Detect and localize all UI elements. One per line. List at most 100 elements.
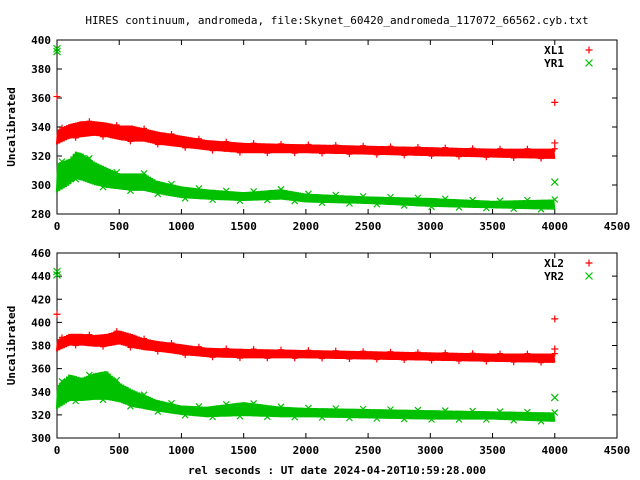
data-point bbox=[346, 151, 353, 158]
y-tick-label: 380 bbox=[31, 340, 51, 353]
series-band-xl2 bbox=[55, 330, 556, 363]
series-xl2 bbox=[53, 310, 559, 366]
data-point bbox=[455, 153, 462, 160]
data-point bbox=[72, 397, 80, 405]
x-tick-label: 3000 bbox=[417, 444, 444, 457]
data-point bbox=[332, 191, 340, 199]
data-point bbox=[236, 355, 243, 362]
y-tick-label: 420 bbox=[31, 293, 51, 306]
data-point bbox=[113, 376, 121, 384]
data-point bbox=[72, 175, 80, 183]
data-point bbox=[359, 405, 367, 413]
data-point bbox=[304, 190, 312, 198]
data-point bbox=[209, 147, 216, 154]
data-point bbox=[126, 187, 134, 195]
data-point bbox=[373, 356, 380, 363]
data-point bbox=[414, 349, 421, 356]
outlier-point bbox=[550, 393, 559, 402]
data-point bbox=[551, 145, 558, 152]
outlier-point bbox=[53, 44, 61, 53]
data-point bbox=[168, 180, 175, 188]
data-point bbox=[538, 359, 545, 366]
y-axis-label: Uncalibrated bbox=[5, 306, 18, 385]
data-point bbox=[168, 130, 175, 137]
data-point bbox=[482, 416, 490, 423]
data-point bbox=[441, 195, 449, 203]
data-point bbox=[400, 202, 408, 209]
data-point bbox=[140, 391, 148, 399]
y-tick-label: 400 bbox=[31, 316, 51, 329]
data-point bbox=[181, 411, 189, 419]
data-point bbox=[360, 348, 367, 355]
y-tick-label: 320 bbox=[31, 409, 51, 422]
data-point bbox=[154, 408, 162, 416]
data-point bbox=[524, 350, 531, 357]
data-point bbox=[72, 134, 79, 141]
data-point bbox=[373, 415, 381, 422]
top-panel: 0 500 1000 1500 2000 2500 3000 3500 4000 4500 280 3… bbox=[5, 34, 630, 233]
data-point bbox=[263, 413, 271, 421]
y-tick-label: 320 bbox=[31, 150, 51, 163]
series-yr2 bbox=[53, 267, 559, 425]
data-point bbox=[496, 197, 504, 205]
data-point bbox=[250, 346, 257, 353]
data-point bbox=[510, 359, 517, 366]
outlier-point bbox=[551, 98, 559, 106]
outlier-point bbox=[53, 267, 61, 276]
data-point bbox=[551, 196, 559, 203]
series-yr1 bbox=[53, 44, 559, 213]
data-point bbox=[291, 197, 299, 205]
data-point bbox=[168, 339, 175, 346]
outlier-point bbox=[53, 310, 61, 318]
data-point bbox=[497, 145, 504, 152]
data-point bbox=[523, 408, 531, 416]
data-point bbox=[99, 183, 107, 191]
data-point bbox=[510, 154, 517, 161]
data-point bbox=[442, 144, 449, 151]
data-point bbox=[401, 357, 408, 364]
data-point bbox=[127, 138, 134, 145]
data-point bbox=[222, 187, 230, 195]
data-point bbox=[141, 125, 148, 132]
data-point bbox=[113, 168, 121, 176]
legend-marker bbox=[585, 259, 593, 267]
data-point bbox=[455, 203, 463, 211]
y-tick-label: 340 bbox=[31, 386, 51, 399]
data-point bbox=[360, 142, 367, 149]
data-point bbox=[291, 150, 298, 157]
x-tick-label: 500 bbox=[109, 220, 129, 233]
legend-marker bbox=[585, 46, 593, 54]
x-tick-label: 1500 bbox=[230, 444, 257, 457]
data-point bbox=[305, 141, 312, 148]
data-point bbox=[401, 152, 408, 159]
data-point bbox=[58, 124, 65, 131]
data-point bbox=[100, 133, 107, 140]
x-tick-label: 1500 bbox=[230, 220, 257, 233]
data-point bbox=[537, 417, 545, 425]
data-point bbox=[86, 118, 93, 125]
data-point bbox=[195, 343, 202, 350]
x-tick-label: 1000 bbox=[168, 220, 195, 233]
y-tick-label: 400 bbox=[31, 34, 51, 47]
data-point bbox=[441, 407, 449, 414]
data-point bbox=[428, 416, 436, 423]
x-tick-label: 0 bbox=[54, 444, 61, 457]
x-tick-label: 4500 bbox=[604, 444, 631, 457]
y-tick-label: 300 bbox=[31, 432, 51, 445]
data-point bbox=[195, 135, 202, 142]
data-point bbox=[524, 145, 531, 152]
data-point bbox=[428, 203, 436, 211]
data-point bbox=[222, 400, 230, 408]
data-point bbox=[209, 354, 216, 361]
x-tick-label: 2000 bbox=[293, 444, 320, 457]
data-point bbox=[414, 194, 422, 202]
data-point bbox=[113, 328, 120, 335]
data-point bbox=[154, 141, 161, 148]
data-point bbox=[523, 196, 531, 204]
x-tick-label: 3500 bbox=[479, 444, 506, 457]
data-point bbox=[250, 399, 258, 407]
outlier-point bbox=[53, 47, 61, 56]
y-tick-label: 440 bbox=[31, 270, 51, 283]
series-band-xl1 bbox=[55, 121, 556, 160]
